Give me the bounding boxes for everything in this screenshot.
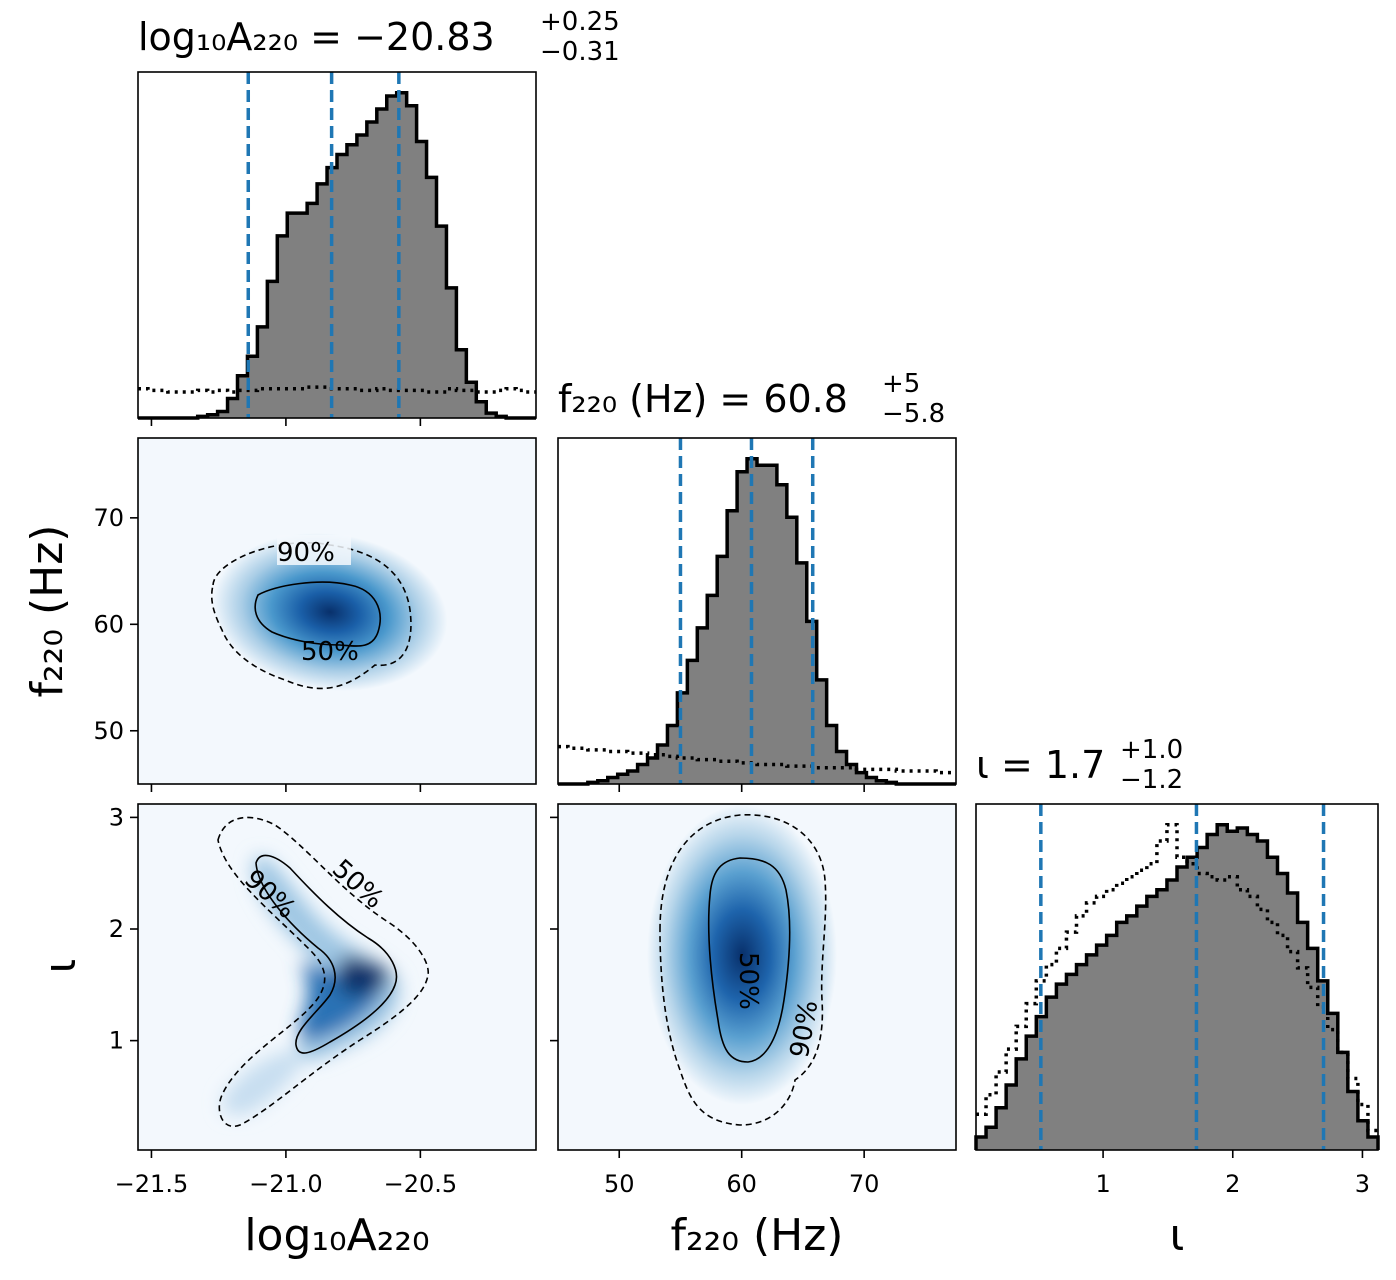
contour-label-50: 50% xyxy=(301,637,359,667)
x-tick-label: 60 xyxy=(726,1170,757,1198)
histogram-iota xyxy=(974,804,1380,1150)
xlabel-iota: ι xyxy=(1170,1210,1185,1261)
histogram-logA xyxy=(138,72,536,420)
panel-hist-f220: f₂₂₀ (Hz) = 60.8 +5 −5.8 xyxy=(557,369,957,786)
contour-label-90: 90% xyxy=(277,538,335,568)
contour-50 xyxy=(707,857,791,1063)
contour-50 xyxy=(255,854,398,1054)
y-tick-label: 1 xyxy=(109,1027,124,1055)
x-tick-label: 70 xyxy=(849,1170,880,1198)
panel-title-logA: log₁₀A₂₂₀ = −20.83 xyxy=(138,15,495,59)
panel-title-logA-sub: −0.31 xyxy=(540,37,620,67)
x-tick-label: −21.5 xyxy=(115,1170,189,1198)
density-cloud xyxy=(221,856,400,1116)
x-tick-label: 50 xyxy=(604,1170,635,1198)
contour-90 xyxy=(659,814,827,1126)
prior-step xyxy=(976,823,1378,1133)
axis-frame xyxy=(557,437,957,785)
panel-title-iota: ι = 1.7 xyxy=(976,743,1105,787)
x-tick-label: 3 xyxy=(1355,1170,1370,1198)
posterior-step xyxy=(138,91,536,420)
density-cloud xyxy=(212,533,448,691)
panel-2d-logA-iota: 90% 50% ι log₁₀A₂₂₀ xyxy=(35,803,537,1261)
panel-2d-f220-iota: 50% 90% f₂₂₀ (Hz) xyxy=(557,803,957,1261)
contour-label-50: 50% xyxy=(733,952,763,1010)
panel-title-iota-sup: +1.0 xyxy=(1120,735,1183,765)
x-tick-label: −20.5 xyxy=(384,1170,458,1198)
ylabel-f220: f₂₂₀ (Hz) xyxy=(22,525,73,698)
xlabel-logA: log₁₀A₂₂₀ xyxy=(244,1210,429,1261)
panel-title-logA-sup: +0.25 xyxy=(540,7,620,37)
axis-frame xyxy=(137,437,537,785)
y-tick-label: 70 xyxy=(93,504,124,532)
panel-title-f220-sup: +5 xyxy=(882,369,920,399)
posterior-step xyxy=(558,457,956,786)
posterior-fill xyxy=(558,458,956,784)
x-tick-label: −21.0 xyxy=(249,1170,323,1198)
axis-frame xyxy=(557,803,957,1151)
histogram-f220 xyxy=(558,438,956,786)
prior-step xyxy=(138,385,536,394)
panel-title-f220-sub: −5.8 xyxy=(882,399,945,429)
x-tick-label: 2 xyxy=(1225,1170,1240,1198)
panel-title-f220: f₂₂₀ (Hz) = 60.8 xyxy=(558,377,848,421)
axis-frame xyxy=(137,803,537,1151)
panel-hist-iota: ι = 1.7 +1.0 −1.2 ι xyxy=(974,735,1380,1261)
y-tick-label: 2 xyxy=(109,915,124,943)
contour-50 xyxy=(254,581,381,647)
posterior-fill xyxy=(976,824,1378,1150)
y-tick-label: 60 xyxy=(93,610,124,638)
ylabel-iota: ι xyxy=(35,959,86,974)
posterior-step xyxy=(974,823,1380,1150)
panel-2d-logA-f220: 90% 50% f₂₂₀ (Hz) xyxy=(22,437,537,785)
axis-frame xyxy=(975,803,1379,1151)
density-cloud xyxy=(647,805,837,1105)
posterior-fill xyxy=(138,92,536,418)
axis-ticks: −21.5 −21.0 −20.5 50 60 70 1 2 3 50 60 70 1 2 3 xyxy=(93,418,1370,1198)
x-tick-label: 1 xyxy=(1095,1170,1110,1198)
panel-title-iota-sub: −1.2 xyxy=(1120,765,1183,795)
y-tick-label: 50 xyxy=(93,717,124,745)
panel-hist-logA: log₁₀A₂₂₀ = −20.83 +0.25 −0.31 xyxy=(137,7,620,420)
xlabel-f220: f₂₂₀ (Hz) xyxy=(671,1210,844,1261)
axis-frame xyxy=(137,71,537,419)
prior-step xyxy=(558,744,956,775)
y-tick-label: 3 xyxy=(109,803,124,831)
